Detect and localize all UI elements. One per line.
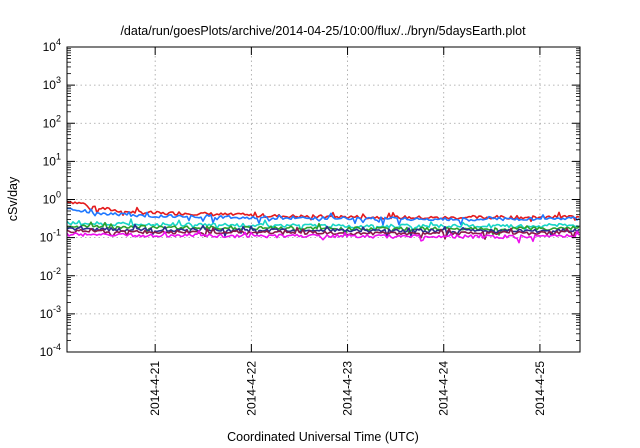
- y-axis-label: cSv/day: [6, 176, 20, 221]
- y-tick-label: 10-2: [40, 266, 61, 283]
- y-tick-label: 102: [43, 113, 61, 130]
- y-tick-label: 10-4: [40, 342, 61, 359]
- y-tick-label: 101: [43, 151, 61, 168]
- series-line-2: [66, 207, 580, 226]
- x-tick-label: 2014-4-22: [244, 361, 258, 416]
- series-line-3: [66, 218, 580, 232]
- series-group: [66, 200, 580, 244]
- x-tick-label: 2014-4-25: [533, 361, 547, 416]
- y-tick-label: 103: [43, 75, 61, 92]
- series-line-7: [66, 229, 580, 244]
- x-axis-label: Coordinated Universal Time (UTC): [227, 430, 419, 444]
- y-tick-label: 10-1: [40, 228, 61, 245]
- series-line-1: [66, 200, 580, 223]
- y-tick-label: 10-3: [40, 304, 61, 321]
- grid: [67, 47, 580, 352]
- x-tick-label: 2014-4-24: [437, 361, 451, 416]
- x-tick-label: 2014-4-21: [148, 361, 162, 416]
- x-tick-label: 2014-4-23: [341, 361, 355, 416]
- y-tick-label: 104: [43, 37, 61, 54]
- ticks: [67, 46, 580, 353]
- series-line-6: [66, 226, 580, 240]
- y-tick-label: 100: [43, 190, 61, 207]
- chart-title: /data/run/goesPlots/archive/2014-04-25/1…: [120, 24, 526, 38]
- y-tick-labels: 10-4 10-3 10-2 10-1 100 101 102 103 104: [40, 37, 61, 359]
- x-tick-labels: 2014-4-21 2014-4-22 2014-4-23 2014-4-24 2014…: [148, 361, 547, 416]
